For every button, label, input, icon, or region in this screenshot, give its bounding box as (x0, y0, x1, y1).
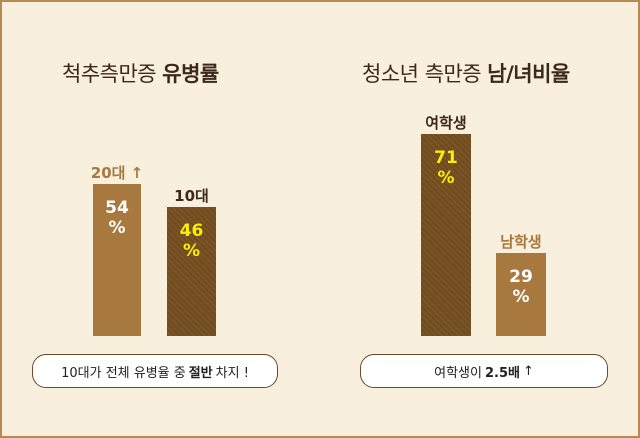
note-bold: 절반 (188, 365, 213, 381)
chart-title-bold: 유병률 (162, 62, 219, 86)
category-label-male: 남학생 (500, 233, 542, 251)
bar-female: 71% (421, 134, 471, 336)
bar-20s: 54% (93, 184, 141, 336)
bar-male: 29% (496, 253, 546, 336)
prevalence-note-box: 10대가 전체 유병율 중 절반 차지 ! (32, 354, 278, 388)
gender-note-box: 여학생이 2.5배 ↑ (360, 354, 608, 388)
bar-value-label-female: 71% (434, 148, 458, 188)
chart-title-prevalence: 척추측만증 유병률 (62, 58, 219, 88)
bar-10s: 46% (167, 207, 216, 336)
note-text: 여학생이 (434, 365, 482, 381)
bar-value-label-male: 29% (509, 267, 533, 307)
bar-value-label-10s: 46% (179, 221, 204, 261)
note-bold: 2.5배 (484, 365, 520, 381)
chart-title-prefix: 척추측만증 (62, 62, 157, 86)
category-label-10s: 10대 (174, 187, 209, 205)
category-label-20s: 20대 ↑ (90, 164, 144, 182)
category-label-female: 여학생 (425, 114, 467, 132)
note-text-end: ↑ (522, 363, 534, 379)
bar-value-label-20s: 54% (105, 198, 129, 238)
chart-title-gender-ratio: 청소년 측만증 남/녀비율 (362, 58, 570, 88)
chart-title-bold: 남/녀비율 (487, 62, 570, 86)
note-text-end: 차지 ! (215, 365, 249, 381)
chart-title-prefix: 청소년 측만증 (362, 62, 482, 86)
note-text: 10대가 전체 유병율 중 (61, 365, 186, 381)
